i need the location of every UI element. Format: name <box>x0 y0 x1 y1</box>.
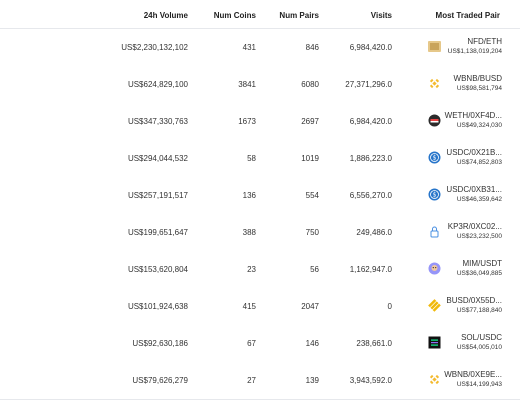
pair-volume: US$77,188,840 <box>456 307 502 314</box>
coins-cell: 1673 <box>238 117 256 126</box>
volume-cell: US$153,620,804 <box>127 265 188 274</box>
most-traded-pair[interactable]: WBNB/BUSD US$98,581,794 <box>454 73 502 94</box>
coins-cell: 431 <box>242 43 256 52</box>
table-row[interactable]: US$294,044,532 58 1019 1,886,223.0 $ USD… <box>0 140 520 178</box>
pair-name[interactable]: SOL/USDC <box>461 333 502 342</box>
volume-cell: US$347,330,763 <box>127 117 188 126</box>
most-traded-pair[interactable]: NFD/ETH US$1,138,019,204 <box>448 36 502 57</box>
pairs-cell: 56 <box>310 265 319 274</box>
table-row[interactable]: US$101,924,638 415 2047 0 BUSD/0X55D... … <box>0 288 520 326</box>
pairs-cell: 750 <box>305 228 319 237</box>
most-traded-pair[interactable]: USDC/0X21B... US$74,852,803 <box>446 147 502 168</box>
coins-cell: 3841 <box>238 80 256 89</box>
visits-cell: 238,661.0 <box>356 339 392 348</box>
visits-cell: 249,486.0 <box>356 228 392 237</box>
coins-cell: 67 <box>247 339 256 348</box>
most-traded-pair[interactable]: USDC/0XB31... US$46,359,642 <box>446 184 502 205</box>
pair-name[interactable]: KP3R/0XC02... <box>447 222 502 231</box>
volume-cell: US$101,924,638 <box>127 302 188 311</box>
pairs-cell: 2047 <box>301 302 319 311</box>
table-row[interactable]: US$2,230,132,102 431 846 6,984,420.0 NFD… <box>0 29 520 67</box>
coins-cell: 388 <box>242 228 256 237</box>
col-pair-header[interactable]: Most Traded Pair <box>435 11 500 20</box>
visits-cell: 0 <box>387 302 392 311</box>
pair-name[interactable]: BUSD/0X55D... <box>446 296 502 305</box>
col-visits-header[interactable]: Visits <box>370 11 392 20</box>
coins-cell: 136 <box>242 191 256 200</box>
volume-cell: US$199,651,647 <box>127 228 188 237</box>
most-traded-pair[interactable]: BUSD/0X55D... US$77,188,840 <box>446 295 502 316</box>
kp3r-token-icon <box>428 225 441 238</box>
coins-cell: 27 <box>247 376 256 385</box>
pair-volume: US$49,324,030 <box>456 122 502 129</box>
visits-cell: 27,371,296.0 <box>345 80 392 89</box>
most-traded-pair[interactable]: MIM/USDT US$36,049,885 <box>457 258 502 279</box>
pair-name[interactable]: USDC/0X21B... <box>446 148 502 157</box>
most-traded-pair[interactable]: KP3R/0XC02... US$23,232,500 <box>448 221 502 242</box>
volume-cell: US$257,191,517 <box>127 191 188 200</box>
usdc-token-icon: $ <box>428 151 441 164</box>
volume-cell: US$624,829,100 <box>127 80 188 89</box>
col-volume-header[interactable]: 24h Volume <box>143 11 188 20</box>
pairs-cell: 554 <box>305 191 319 200</box>
table-row[interactable]: US$153,620,804 23 56 1,162,947.0 MIM/USD… <box>0 251 520 289</box>
pair-volume: US$98,581,794 <box>456 85 502 92</box>
table-row[interactable]: US$624,829,100 3841 6080 27,371,296.0 WB… <box>0 66 520 104</box>
table-header: 24h Volume Num Coins Num Pairs Visits Mo… <box>0 0 520 29</box>
coins-cell: 58 <box>247 154 256 163</box>
mim-token-icon <box>428 262 441 275</box>
pairs-cell: 1019 <box>301 154 319 163</box>
pair-volume: US$23,232,500 <box>456 233 502 240</box>
weth-token-icon <box>428 114 441 127</box>
coins-cell: 23 <box>247 265 256 274</box>
pairs-cell: 146 <box>305 339 319 348</box>
svg-text:$: $ <box>433 155 437 162</box>
bnb-token-icon <box>428 373 441 386</box>
pair-name[interactable]: WETH/0XF4D... <box>444 111 502 120</box>
pair-volume: US$14,199,943 <box>456 381 502 388</box>
svg-text:$: $ <box>433 192 437 199</box>
nfd-token-icon <box>428 40 441 53</box>
visits-cell: 1,886,223.0 <box>349 154 392 163</box>
table-row[interactable]: US$79,626,279 27 139 3,943,592.0 WBNB/0X… <box>0 362 520 400</box>
volume-cell: US$92,630,186 <box>132 339 188 348</box>
volume-cell: US$79,626,279 <box>132 376 188 385</box>
pairs-cell: 6080 <box>301 80 319 89</box>
pair-volume: US$46,359,642 <box>456 196 502 203</box>
volume-cell: US$294,044,532 <box>127 154 188 163</box>
coins-cell: 415 <box>242 302 256 311</box>
pairs-cell: 846 <box>305 43 319 52</box>
sol-token-icon <box>428 336 441 349</box>
visits-cell: 1,162,947.0 <box>349 265 392 274</box>
pair-name[interactable]: WBNB/BUSD <box>453 74 502 83</box>
col-coins-header[interactable]: Num Coins <box>213 11 256 20</box>
most-traded-pair[interactable]: WBNB/0XE9E... US$14,199,943 <box>444 369 502 390</box>
busd-token-icon <box>428 299 441 312</box>
pair-name[interactable]: WBNB/0XE9E... <box>444 370 502 379</box>
usdc-token-icon: $ <box>428 188 441 201</box>
pairs-cell: 2697 <box>301 117 319 126</box>
visits-cell: 3,943,592.0 <box>349 376 392 385</box>
pair-name[interactable]: NFD/ETH <box>467 37 502 46</box>
bnb-token-icon <box>428 77 441 90</box>
pair-volume: US$54,005,010 <box>456 344 502 351</box>
visits-cell: 6,984,420.0 <box>349 117 392 126</box>
table-row[interactable]: US$199,651,647 388 750 249,486.0 KP3R/0X… <box>0 214 520 252</box>
table-row[interactable]: US$92,630,186 67 146 238,661.0 SOL/USDC … <box>0 325 520 363</box>
pair-volume: US$36,049,885 <box>456 270 502 277</box>
visits-cell: 6,556,270.0 <box>349 191 392 200</box>
pair-volume: US$74,852,803 <box>456 159 502 166</box>
table-row[interactable]: US$347,330,763 1673 2697 6,984,420.0 WET… <box>0 103 520 141</box>
most-traded-pair[interactable]: WETH/0XF4D... US$49,324,030 <box>445 110 502 131</box>
pair-volume: US$1,138,019,204 <box>447 48 502 55</box>
most-traded-pair[interactable]: SOL/USDC US$54,005,010 <box>457 332 502 353</box>
table-row[interactable]: US$257,191,517 136 554 6,556,270.0 $ USD… <box>0 177 520 215</box>
pair-name[interactable]: USDC/0XB31... <box>446 185 502 194</box>
visits-cell: 6,984,420.0 <box>349 43 392 52</box>
pair-name[interactable]: MIM/USDT <box>462 259 502 268</box>
pairs-cell: 139 <box>305 376 319 385</box>
col-pairs-header[interactable]: Num Pairs <box>279 11 319 20</box>
volume-cell: US$2,230,132,102 <box>121 43 188 52</box>
